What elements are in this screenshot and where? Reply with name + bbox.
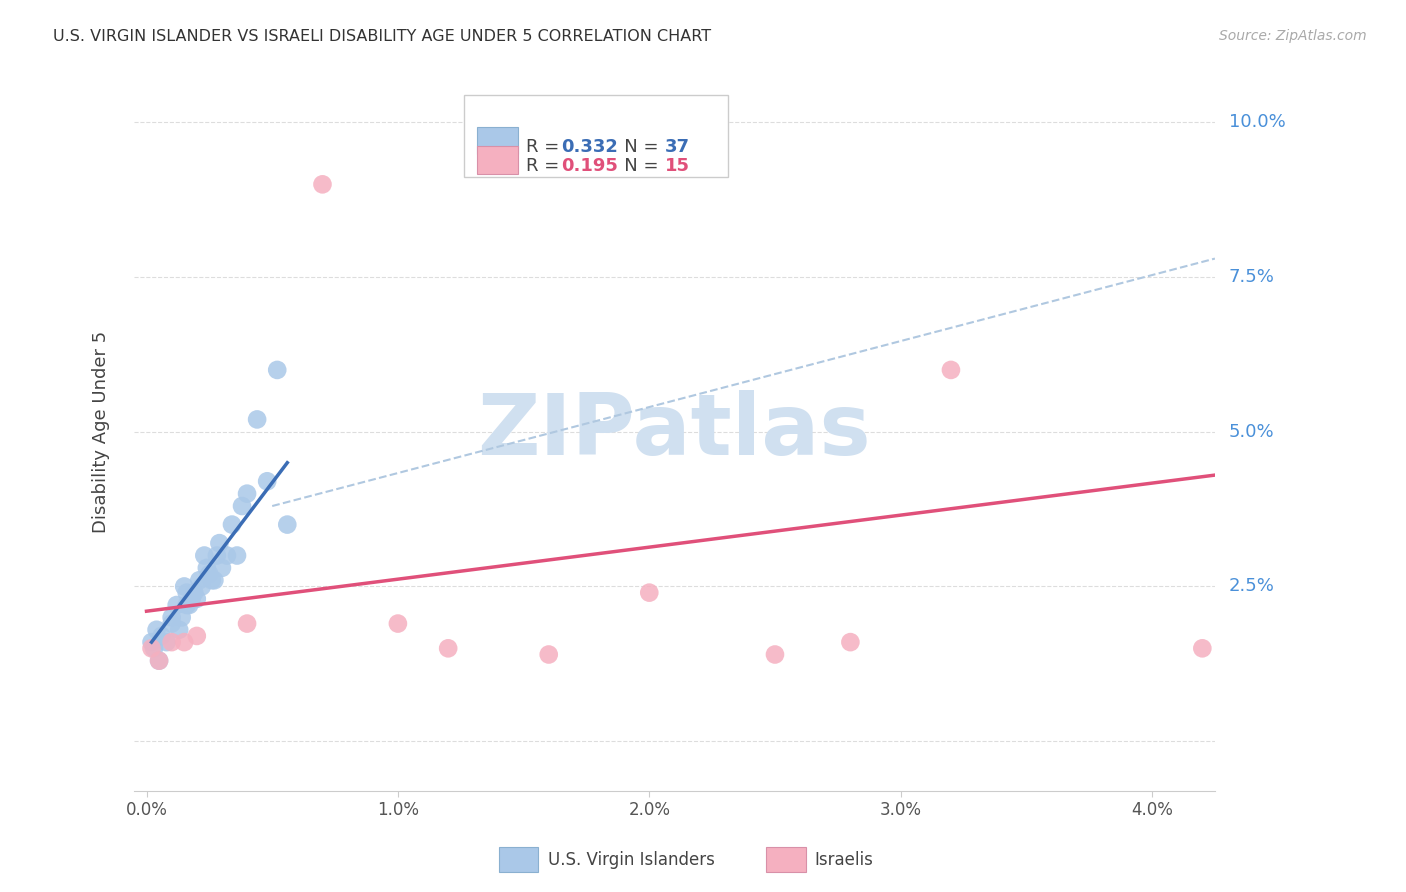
Point	[256, 475, 278, 489]
Text: R =: R =	[526, 157, 565, 175]
Point	[156, 635, 179, 649]
Point	[145, 623, 167, 637]
Point	[198, 567, 221, 582]
Point	[176, 598, 198, 612]
Point	[193, 549, 215, 563]
Text: ZIPatlas: ZIPatlas	[478, 391, 872, 474]
Point	[226, 549, 249, 563]
Text: 7.5%: 7.5%	[1229, 268, 1275, 286]
Text: 10.0%: 10.0%	[1229, 113, 1285, 131]
Point	[179, 598, 201, 612]
Point	[160, 616, 183, 631]
Point	[638, 585, 661, 599]
Y-axis label: Disability Age Under 5: Disability Age Under 5	[93, 331, 110, 533]
FancyBboxPatch shape	[464, 95, 728, 177]
Point	[148, 654, 170, 668]
Text: 0.195: 0.195	[561, 157, 617, 175]
Point	[763, 648, 786, 662]
Point	[246, 412, 269, 426]
Text: Source: ZipAtlas.com: Source: ZipAtlas.com	[1219, 29, 1367, 43]
Point	[195, 561, 218, 575]
Text: 5.0%: 5.0%	[1229, 423, 1274, 441]
Point	[215, 549, 238, 563]
Text: R =: R =	[526, 137, 565, 155]
Point	[183, 585, 205, 599]
Point	[201, 574, 224, 588]
Text: N =: N =	[607, 137, 665, 155]
Point	[266, 363, 288, 377]
Point	[143, 641, 166, 656]
Point	[186, 591, 208, 606]
Point	[205, 549, 228, 563]
FancyBboxPatch shape	[477, 127, 517, 154]
Text: 15: 15	[665, 157, 690, 175]
Point	[236, 616, 259, 631]
Point	[173, 579, 195, 593]
Point	[231, 499, 253, 513]
Point	[186, 629, 208, 643]
Point	[208, 536, 231, 550]
Point	[437, 641, 460, 656]
Point	[167, 623, 190, 637]
Point	[188, 574, 211, 588]
Point	[148, 654, 170, 668]
FancyBboxPatch shape	[477, 146, 517, 174]
Point	[170, 610, 193, 624]
Point	[176, 585, 198, 599]
Text: N =: N =	[607, 157, 665, 175]
Point	[191, 579, 214, 593]
Text: 2.5%: 2.5%	[1229, 577, 1275, 596]
Text: U.S. VIRGIN ISLANDER VS ISRAELI DISABILITY AGE UNDER 5 CORRELATION CHART: U.S. VIRGIN ISLANDER VS ISRAELI DISABILI…	[53, 29, 711, 44]
Point	[160, 635, 183, 649]
Point	[839, 635, 862, 649]
Text: U.S. Virgin Islanders: U.S. Virgin Islanders	[548, 851, 716, 869]
Point	[939, 363, 962, 377]
Point	[1191, 641, 1213, 656]
Point	[180, 591, 202, 606]
Text: Israelis: Israelis	[814, 851, 873, 869]
Point	[173, 635, 195, 649]
Point	[537, 648, 560, 662]
Point	[150, 629, 173, 643]
Text: 0.332: 0.332	[561, 137, 617, 155]
Point	[311, 178, 333, 192]
Point	[236, 486, 259, 500]
Point	[211, 561, 233, 575]
Point	[276, 517, 298, 532]
Point	[141, 641, 163, 656]
Point	[221, 517, 243, 532]
Point	[160, 610, 183, 624]
Text: 37: 37	[665, 137, 690, 155]
Point	[141, 635, 163, 649]
Point	[202, 574, 225, 588]
Point	[166, 598, 188, 612]
Point	[387, 616, 409, 631]
